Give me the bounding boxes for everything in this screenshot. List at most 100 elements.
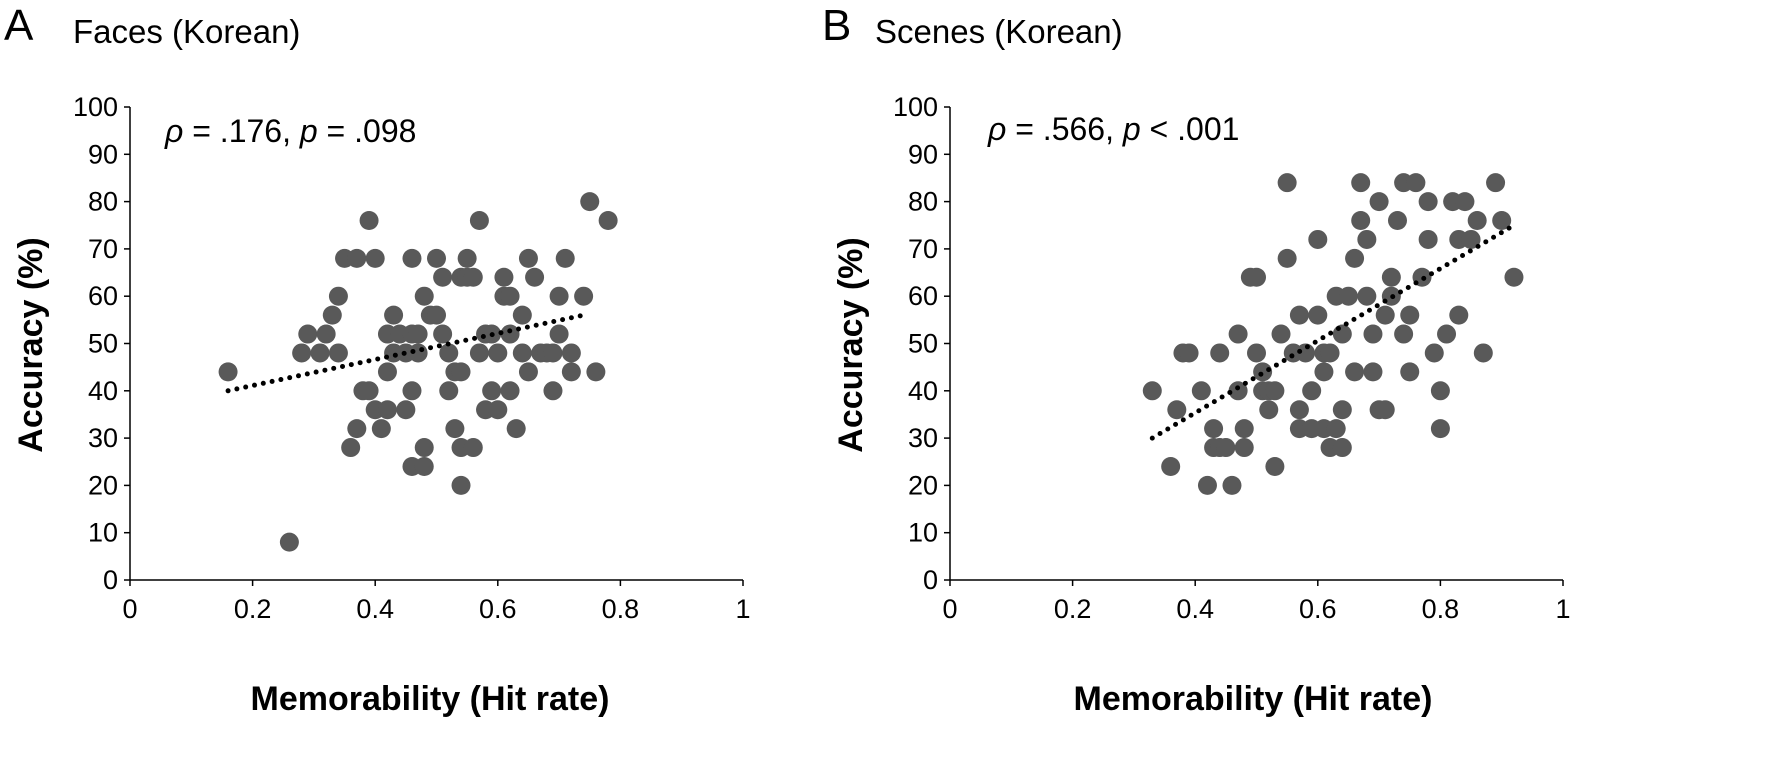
x-axis-title: Memorability (Hit rate)	[251, 680, 610, 718]
y-tick-label: 100	[893, 92, 938, 122]
data-point	[377, 400, 397, 420]
data-point	[1486, 173, 1506, 193]
data-point	[1308, 229, 1328, 249]
data-point	[1381, 267, 1401, 287]
data-point	[396, 400, 416, 420]
rho-symbol: ρ	[987, 111, 1006, 147]
stat-annotation: ρ = .566, p < .001	[987, 111, 1239, 147]
data-point	[1424, 343, 1444, 363]
data-point	[328, 286, 348, 306]
data-point	[1375, 400, 1395, 420]
data-point	[1191, 381, 1211, 401]
data-point	[1418, 192, 1438, 212]
data-point	[414, 438, 434, 458]
panel-faces: A Faces (Korean) ρ = .176, p = .098 Memo…	[4, 1, 751, 718]
data-point	[1363, 324, 1383, 344]
data-point	[1467, 211, 1487, 231]
x-tick-label: 1	[1555, 594, 1570, 624]
data-point	[512, 305, 532, 325]
data-point	[292, 343, 312, 363]
data-point	[488, 400, 508, 420]
y-tick-label: 0	[923, 565, 938, 595]
data-point	[1222, 475, 1242, 495]
data-point	[555, 248, 575, 268]
data-point	[1363, 362, 1383, 382]
data-point	[469, 343, 489, 363]
data-point	[377, 362, 397, 382]
x-tick-label: 0.2	[234, 594, 272, 624]
data-point	[1216, 438, 1236, 458]
data-point	[1473, 343, 1493, 363]
data-point	[1179, 343, 1199, 363]
data-point	[1228, 381, 1248, 401]
data-point	[463, 438, 483, 458]
data-point	[1234, 419, 1254, 439]
data-point	[359, 381, 379, 401]
data-point	[1296, 343, 1316, 363]
x-tick-label: 0	[122, 594, 137, 624]
data-point	[1234, 438, 1254, 458]
x-tick-label: 0	[942, 594, 957, 624]
data-point	[463, 267, 483, 287]
data-point	[457, 248, 477, 268]
data-point	[488, 343, 508, 363]
trend-line	[1149, 222, 1517, 441]
data-point	[512, 343, 532, 363]
data-point	[1271, 324, 1291, 344]
data-point	[218, 362, 238, 382]
p-value: < .001	[1141, 111, 1240, 147]
rho-value: = .176,	[183, 113, 300, 149]
y-tick-label: 90	[908, 139, 938, 169]
y-tick-label: 10	[908, 518, 938, 548]
data-point	[598, 211, 618, 231]
data-point	[1253, 362, 1273, 382]
data-point	[402, 381, 422, 401]
data-point	[1228, 324, 1248, 344]
data-point	[310, 343, 330, 363]
y-tick-label: 20	[88, 470, 118, 500]
y-tick-label: 70	[908, 234, 938, 264]
rho-value: = .566,	[1006, 111, 1123, 147]
chart-title: Faces (Korean)	[73, 13, 300, 50]
y-axis-title: Accuracy (%)	[12, 237, 50, 452]
data-point	[1400, 362, 1420, 382]
data-point	[433, 324, 453, 344]
data-point	[1369, 192, 1389, 212]
y-tick-label: 50	[88, 329, 118, 359]
data-point	[561, 362, 581, 382]
data-point	[1277, 248, 1297, 268]
data-point	[1338, 286, 1358, 306]
data-point	[1142, 381, 1162, 401]
rho-symbol: ρ	[164, 113, 183, 149]
data-point	[1308, 305, 1328, 325]
data-point	[1437, 324, 1457, 344]
data-point	[1265, 381, 1285, 401]
data-point	[322, 305, 342, 325]
data-point	[1449, 305, 1469, 325]
x-tick-label: 0.6	[1299, 594, 1337, 624]
data-point	[1394, 324, 1414, 344]
data-point	[1492, 211, 1512, 231]
data-point	[1357, 229, 1377, 249]
data-point	[427, 305, 446, 325]
data-point	[561, 343, 581, 363]
data-point	[414, 286, 434, 306]
y-tick-label: 80	[88, 187, 118, 217]
data-point	[543, 343, 563, 363]
data-point	[402, 248, 422, 268]
data-point	[1455, 192, 1475, 212]
data-point	[371, 419, 391, 439]
data-point	[1210, 343, 1230, 363]
data-point	[445, 419, 465, 439]
data-point	[347, 248, 367, 268]
data-point	[494, 267, 514, 287]
data-point	[1302, 381, 1322, 401]
data-point	[1265, 456, 1285, 476]
data-point	[1197, 475, 1217, 495]
chart-title: Scenes (Korean)	[875, 13, 1123, 50]
y-tick-label: 60	[88, 281, 118, 311]
panel-label: B	[822, 1, 851, 50]
data-point	[341, 438, 361, 458]
data-point	[518, 362, 538, 382]
